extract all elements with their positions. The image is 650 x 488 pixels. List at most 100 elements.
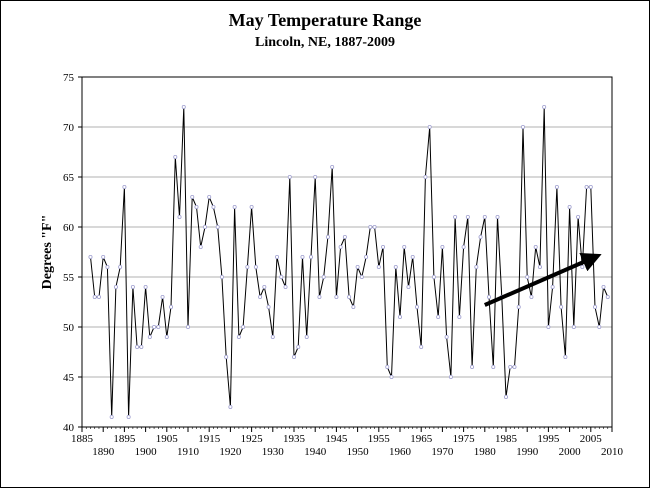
x-tick-label-lower: 1990 [516, 446, 539, 458]
x-tick-label-upper: 1905 [156, 433, 179, 445]
data-point [105, 264, 110, 269]
data-point [436, 314, 441, 319]
data-point [406, 284, 411, 289]
data-point [537, 264, 542, 269]
data-point [457, 314, 462, 319]
data-point [135, 344, 140, 349]
data-point [550, 284, 555, 289]
data-point [559, 304, 564, 309]
data-point [554, 184, 559, 189]
chart-subtitle: Lincoln, NE, 1887-2009 [255, 35, 395, 50]
data-point [126, 414, 131, 419]
data-point [190, 194, 195, 199]
series-line [90, 106, 609, 418]
data-point [258, 294, 263, 299]
x-tick-label-upper: 1995 [537, 433, 560, 445]
y-tick-label: 55 [63, 272, 75, 284]
data-point [453, 214, 458, 219]
data-point [533, 244, 538, 249]
data-point [588, 184, 593, 189]
x-tick-label-upper: 1915 [198, 433, 221, 445]
data-point [529, 294, 534, 299]
data-point [287, 174, 292, 179]
data-point [130, 284, 135, 289]
x-tick-label-lower: 1920 [219, 446, 242, 458]
x-tick-label-lower: 1940 [304, 446, 327, 458]
data-point [410, 254, 415, 259]
data-point [296, 344, 301, 349]
data-point [330, 164, 335, 169]
data-point [474, 264, 479, 269]
data-point [389, 374, 394, 379]
x-tick-label-upper: 1945 [325, 433, 348, 445]
data-point [601, 284, 606, 289]
data-point [321, 274, 326, 279]
data-point [152, 324, 157, 329]
data-point [177, 214, 182, 219]
data-point [444, 334, 449, 339]
data-point [338, 244, 343, 249]
data-point [393, 264, 398, 269]
data-point [228, 404, 233, 409]
x-tick-label-lower: 1980 [474, 446, 497, 458]
data-point [113, 284, 118, 289]
data-point [355, 264, 360, 269]
data-point [164, 334, 169, 339]
data-point [576, 214, 581, 219]
data-point [423, 174, 428, 179]
data-point [364, 254, 369, 259]
x-tick-label-lower: 1950 [347, 446, 370, 458]
data-point [381, 244, 386, 249]
annotation-layer [484, 252, 602, 307]
data-point [563, 354, 568, 359]
x-tick-label-lower: 1890 [92, 446, 115, 458]
x-tick-label-lower: 1970 [431, 446, 454, 458]
data-point [211, 204, 216, 209]
data-point [249, 204, 254, 209]
y-tick-label: 60 [63, 222, 75, 234]
data-point [342, 234, 347, 239]
data-point [567, 204, 572, 209]
data-point [368, 224, 373, 229]
data-point [520, 125, 525, 130]
data-point [525, 274, 530, 279]
data-point [253, 264, 258, 269]
y-tick-label: 45 [63, 372, 75, 384]
data-point [88, 254, 93, 259]
data-point [275, 254, 280, 259]
data-point [241, 324, 246, 329]
data-point [478, 234, 483, 239]
y-tick-label: 65 [63, 172, 75, 184]
data-point [181, 105, 186, 110]
data-point [347, 294, 352, 299]
data-point [118, 264, 123, 269]
data-point [359, 274, 364, 279]
data-point [139, 344, 144, 349]
x-tick-label-upper: 1985 [495, 433, 518, 445]
data-point [402, 244, 407, 249]
data-point [512, 364, 517, 369]
data-point [194, 204, 199, 209]
data-point [465, 214, 470, 219]
data-point [169, 304, 174, 309]
data-point [448, 374, 453, 379]
x-tick-label-lower: 2000 [559, 446, 582, 458]
data-point [232, 204, 237, 209]
x-tick-label-upper: 2005 [580, 433, 603, 445]
data-point [546, 324, 551, 329]
data-point [508, 364, 513, 369]
x-tick-label-lower: 1930 [262, 446, 285, 458]
data-point [219, 274, 224, 279]
data-point [215, 224, 220, 229]
y-tick-label: 70 [63, 122, 75, 134]
x-tick-label-lower: 1900 [135, 446, 158, 458]
data-point [270, 334, 275, 339]
data-point [419, 344, 424, 349]
data-point [376, 264, 381, 269]
data-point [571, 324, 576, 329]
data-point [224, 354, 229, 359]
x-tick-label-upper: 1925 [241, 433, 264, 445]
data-point [198, 244, 203, 249]
